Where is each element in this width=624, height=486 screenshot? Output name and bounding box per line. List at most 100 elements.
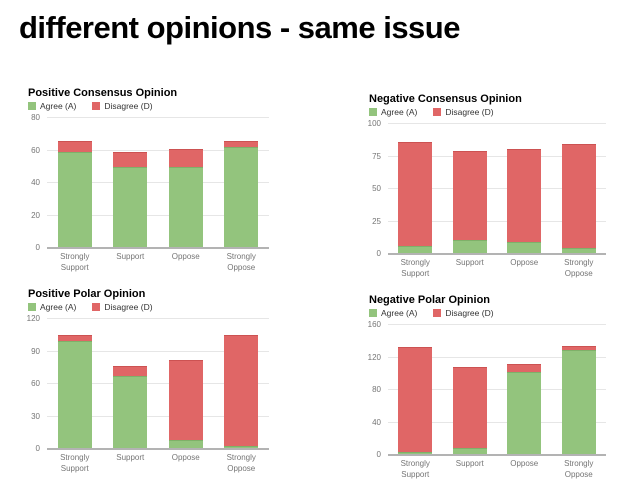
x-category-label: Support — [116, 252, 145, 261]
legend-item-disagree: Disagree (D) — [433, 107, 494, 117]
bar-strongly-support — [388, 325, 443, 455]
chart-legend: Agree (A) Disagree (D) — [369, 308, 606, 318]
legend-item-agree: Agree (A) — [28, 101, 76, 111]
x-axis-line — [47, 448, 269, 450]
chart-legend: Agree (A) Disagree (D) — [28, 302, 269, 312]
gridline — [47, 415, 269, 417]
bar-segment-agree — [398, 246, 433, 254]
gridline — [47, 214, 269, 216]
bar-segment-agree — [452, 447, 487, 455]
bar-strongly-oppose — [214, 118, 270, 248]
bar-support — [103, 319, 159, 449]
bar-segment-agree — [507, 372, 542, 455]
bar-segment-agree — [398, 451, 433, 455]
y-tick-label: 20 — [31, 210, 40, 220]
disagree-swatch-icon — [433, 309, 442, 317]
x-category-label: Oppose — [171, 453, 200, 462]
y-tick-label: 120 — [26, 314, 40, 323]
bar-segment-agree — [224, 445, 259, 449]
bar-segment-agree — [561, 247, 596, 254]
bar-segment-agree — [57, 152, 92, 248]
bar-oppose — [158, 118, 214, 248]
bar-segment-agree — [168, 166, 203, 248]
bar-segment-disagree — [452, 151, 487, 240]
slide-title: different opinions - same issue — [19, 10, 460, 45]
bar-segment-disagree — [168, 360, 203, 441]
chart-title: Positive Polar Opinion — [28, 288, 146, 300]
bar-segment-disagree — [113, 365, 148, 377]
bar-support — [103, 118, 159, 248]
legend-item-agree: Agree (A) — [369, 308, 417, 318]
x-category-label: Oppose — [510, 459, 539, 468]
legend-label: Agree (A) — [40, 101, 77, 111]
y-tick-label: 80 — [372, 385, 381, 394]
y-tick-label: 50 — [372, 184, 381, 193]
gridline — [388, 123, 606, 124]
plot-area: 0 25 50 75 100 — [368, 120, 607, 258]
bar-segment-disagree — [57, 335, 92, 341]
bar-oppose — [158, 319, 214, 449]
agree-swatch-icon — [28, 303, 36, 311]
disagree-swatch-icon — [92, 102, 101, 110]
bar-strongly-support — [388, 124, 443, 254]
y-tick-label: 100 — [367, 119, 381, 128]
gridline — [47, 117, 269, 118]
y-tick-label: 0 — [35, 444, 40, 453]
bar-strongly-support — [47, 319, 103, 449]
y-tick-label: 60 — [31, 379, 40, 388]
bar-segment-disagree — [507, 148, 542, 243]
chart-legend: Agree (A) Disagree (D) — [369, 107, 606, 117]
x-category-label: Strongly Oppose — [564, 258, 594, 278]
bar-segment-agree — [57, 340, 92, 449]
x-axis-labels: Strongly Support Support Oppose Strongly Op… — [388, 258, 606, 280]
gridline — [388, 220, 606, 222]
legend-item-disagree: Disagree (D) — [433, 308, 494, 318]
x-category-label: Strongly Support — [400, 459, 430, 479]
bar-segment-disagree — [561, 346, 596, 351]
y-tick-label: 25 — [372, 216, 381, 226]
x-category-label: Strongly Oppose — [564, 459, 594, 479]
chart-title: Negative Polar Opinion — [369, 294, 491, 306]
y-tick-label: 120 — [367, 352, 381, 362]
bar-segment-disagree — [561, 143, 596, 248]
x-category-label: Strongly Support — [60, 453, 90, 473]
bar-segment-agree — [168, 440, 203, 449]
gridline — [388, 356, 606, 358]
bar-strongly-oppose — [552, 124, 607, 254]
plot-area: 0 30 60 90 120 — [27, 315, 270, 453]
bar-oppose — [497, 124, 552, 254]
gridline — [388, 155, 606, 157]
gridline — [47, 149, 269, 151]
legend-label: Agree (A) — [40, 302, 77, 312]
plot-area: 0 20 40 60 80 — [31, 114, 270, 252]
bar-segment-disagree — [57, 140, 92, 153]
legend-item-disagree: Disagree (D) — [92, 302, 153, 312]
bar-strongly-oppose — [552, 325, 607, 455]
y-tick-label: 0 — [376, 450, 381, 459]
y-tick-label: 90 — [31, 346, 40, 356]
x-category-label: Strongly Oppose — [226, 453, 256, 473]
legend-label: Disagree (D) — [104, 302, 153, 312]
bar-strongly-oppose — [214, 319, 270, 449]
y-tick-label: 160 — [367, 320, 381, 329]
bar-segment-disagree — [398, 142, 433, 247]
bar-segment-agree — [507, 242, 542, 254]
gridline — [47, 182, 269, 183]
bar-oppose — [497, 325, 552, 455]
y-tick-label: 30 — [31, 411, 40, 421]
bar-segment-disagree — [398, 346, 433, 452]
gridline — [388, 324, 606, 325]
legend-label: Agree (A) — [381, 308, 418, 318]
x-axis-labels: Strongly Support Support Oppose Strongly Op… — [47, 252, 269, 274]
x-category-label: Strongly Oppose — [226, 252, 256, 272]
gridline — [47, 318, 269, 319]
x-category-label: Oppose — [510, 258, 539, 267]
bar-segment-disagree — [224, 140, 259, 148]
x-axis-line — [47, 247, 269, 249]
bar-segment-agree — [113, 376, 148, 449]
bar-strongly-support — [47, 118, 103, 248]
bar-segment-disagree — [168, 148, 203, 167]
y-tick-label: 60 — [31, 145, 40, 155]
legend-label: Disagree (D) — [445, 107, 494, 117]
x-axis-line — [388, 454, 606, 456]
